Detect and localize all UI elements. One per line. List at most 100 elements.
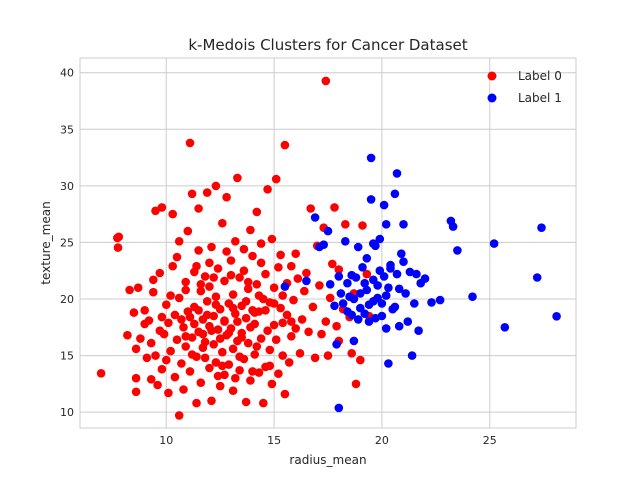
data-point-label-0 bbox=[125, 285, 134, 295]
data-point-label-1 bbox=[375, 234, 385, 244]
data-point-label-0 bbox=[153, 380, 162, 390]
data-point-label-1 bbox=[362, 285, 372, 295]
data-point-label-0 bbox=[202, 310, 212, 320]
data-point-label-0 bbox=[213, 371, 223, 381]
data-point-label-1 bbox=[353, 315, 363, 324]
data-point-label-1 bbox=[394, 284, 404, 294]
data-point-label-0 bbox=[276, 250, 285, 260]
data-point-label-1 bbox=[369, 297, 378, 306]
data-point-label-0 bbox=[300, 286, 309, 296]
data-point-label-0 bbox=[280, 389, 290, 399]
data-point-label-0 bbox=[133, 283, 143, 293]
data-point-label-1 bbox=[405, 267, 415, 277]
data-point-label-0 bbox=[202, 297, 212, 306]
data-point-label-0 bbox=[205, 258, 214, 268]
data-point-label-0 bbox=[241, 297, 251, 306]
data-point-label-0 bbox=[233, 173, 242, 183]
data-point-label-0 bbox=[166, 291, 175, 300]
data-point-label-0 bbox=[321, 76, 331, 86]
data-point-label-1 bbox=[364, 317, 374, 326]
data-point-label-0 bbox=[149, 275, 158, 285]
data-point-label-1 bbox=[332, 340, 341, 349]
data-point-label-0 bbox=[172, 252, 182, 262]
data-point-label-0 bbox=[341, 220, 350, 229]
data-point-label-1 bbox=[319, 240, 329, 249]
data-point-label-1 bbox=[407, 351, 417, 360]
data-point-label-1 bbox=[371, 241, 380, 251]
data-point-label-0 bbox=[209, 311, 218, 321]
data-point-label-1 bbox=[280, 282, 290, 291]
data-point-label-0 bbox=[146, 375, 156, 384]
data-point-label-0 bbox=[166, 346, 175, 356]
data-point-label-0 bbox=[207, 396, 216, 406]
data-point-label-0 bbox=[131, 387, 141, 397]
data-point-label-1 bbox=[325, 280, 335, 289]
y-axis-label: texture_mean bbox=[39, 201, 53, 284]
data-point-label-0 bbox=[215, 381, 225, 391]
data-point-label-0 bbox=[187, 333, 197, 342]
data-point-label-0 bbox=[271, 335, 281, 345]
data-point-label-1 bbox=[351, 273, 361, 282]
data-point-label-0 bbox=[131, 373, 141, 383]
data-point-label-0 bbox=[181, 342, 190, 351]
data-point-label-0 bbox=[194, 204, 203, 213]
data-point-label-0 bbox=[149, 287, 158, 297]
data-point-label-1 bbox=[360, 309, 370, 319]
data-point-label-1 bbox=[349, 336, 359, 346]
data-point-label-0 bbox=[209, 340, 218, 349]
data-point-label-0 bbox=[131, 344, 141, 354]
data-point-label-1 bbox=[349, 294, 359, 304]
data-point-label-1 bbox=[379, 200, 389, 210]
data-point-label-0 bbox=[209, 273, 218, 282]
y-tick-label: 30 bbox=[60, 180, 74, 193]
data-point-label-0 bbox=[330, 203, 339, 212]
data-point-label-0 bbox=[295, 349, 305, 358]
data-point-label-0 bbox=[220, 276, 229, 286]
data-point-label-0 bbox=[224, 328, 234, 338]
data-point-label-0 bbox=[211, 358, 221, 367]
data-point-label-0 bbox=[200, 337, 210, 347]
data-point-label-0 bbox=[347, 349, 357, 358]
data-point-label-0 bbox=[259, 398, 268, 408]
data-point-label-0 bbox=[164, 388, 173, 398]
data-point-label-0 bbox=[248, 251, 257, 261]
data-point-label-0 bbox=[211, 181, 221, 191]
data-point-label-1 bbox=[399, 257, 408, 267]
data-point-label-0 bbox=[246, 323, 255, 332]
data-point-label-0 bbox=[261, 306, 270, 315]
data-point-label-0 bbox=[287, 332, 296, 341]
data-point-label-0 bbox=[174, 411, 184, 420]
data-point-label-1 bbox=[427, 298, 436, 307]
data-point-label-1 bbox=[420, 274, 430, 283]
data-point-label-0 bbox=[151, 351, 160, 360]
data-point-label-0 bbox=[246, 225, 255, 235]
data-point-label-1 bbox=[356, 289, 365, 298]
data-point-label-0 bbox=[280, 140, 290, 150]
data-point-label-0 bbox=[136, 334, 145, 343]
data-point-label-0 bbox=[113, 243, 123, 252]
data-points bbox=[96, 76, 561, 420]
data-point-label-0 bbox=[200, 353, 210, 363]
data-point-label-0 bbox=[356, 355, 365, 365]
data-point-label-0 bbox=[157, 312, 167, 322]
data-point-label-0 bbox=[192, 261, 201, 271]
data-point-label-0 bbox=[250, 308, 259, 317]
data-point-label-1 bbox=[532, 273, 542, 282]
data-point-label-0 bbox=[265, 345, 275, 355]
data-point-label-0 bbox=[194, 246, 203, 255]
data-point-label-0 bbox=[192, 398, 201, 408]
data-point-label-0 bbox=[181, 332, 190, 341]
data-point-label-0 bbox=[267, 379, 277, 389]
data-point-label-0 bbox=[151, 206, 160, 216]
data-point-label-0 bbox=[187, 189, 197, 199]
data-point-label-0 bbox=[114, 232, 124, 242]
data-point-label-0 bbox=[144, 316, 154, 325]
data-point-label-1 bbox=[336, 289, 346, 298]
x-tick-label: 15 bbox=[267, 434, 281, 447]
data-point-label-1 bbox=[338, 299, 348, 308]
data-point-label-0 bbox=[328, 259, 337, 269]
legend: Label 0 Label 1 bbox=[487, 69, 562, 105]
data-point-label-0 bbox=[323, 351, 333, 360]
data-point-label-1 bbox=[343, 278, 352, 288]
